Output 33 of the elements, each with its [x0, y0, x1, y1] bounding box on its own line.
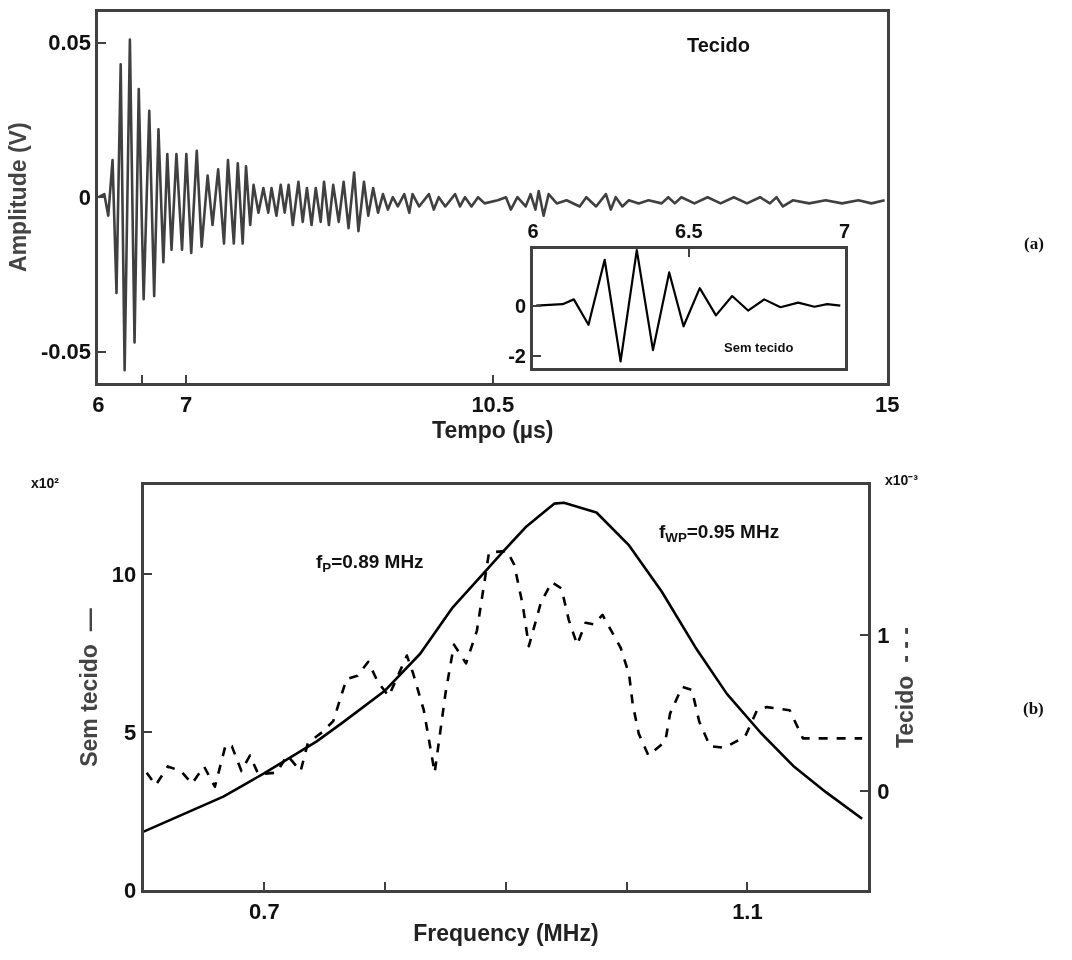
y-axis-title: Amplitude (V) [5, 122, 32, 272]
x-axis-title: Frequency (MHz) [413, 919, 599, 946]
y-tick-label: -0.05 [40, 339, 92, 365]
y2-tick-label: 1 [877, 622, 890, 648]
x-tick-label: 6 [92, 391, 105, 417]
text: (b) [1023, 699, 1044, 718]
x-tick-label: 1.1 [732, 899, 763, 925]
text: x10² [31, 475, 60, 491]
x-axis-title: Tempo (µs) [432, 416, 554, 443]
annotation: Tecido [687, 34, 750, 56]
x-tick-label: 0.7 [249, 899, 280, 925]
y-tick-label: 0.05 [48, 30, 92, 56]
y-axis-title: Sem tecido — [76, 608, 103, 767]
x-tick-label: 10.5 [471, 391, 515, 417]
y-tick-label: 0 [78, 184, 92, 210]
line-series [143, 501, 864, 833]
annotation: Sem tecido [724, 340, 794, 355]
x-tick-label: 6.5 [674, 219, 703, 242]
line-series [535, 249, 842, 363]
y-tick-label: 10 [111, 561, 137, 587]
y-tick-label: -2 [508, 345, 526, 368]
x-tick-label: 6 [527, 219, 539, 242]
x-tick-label: 7 [839, 219, 851, 242]
y2-tick-label: 0 [877, 779, 890, 805]
y-tick-label: 0 [124, 877, 137, 903]
annotation: f$_{P}$=0.89 MHz [316, 551, 424, 575]
x-tick-label: 15 [874, 391, 900, 417]
annotation: f$_{WP}$=0.95 MHz [659, 521, 780, 545]
text: x10⁻³ [885, 472, 919, 488]
x-tick-label: 7 [179, 391, 193, 417]
text: (a) [1024, 234, 1044, 253]
y2-axis-title: Tecido - - - [892, 627, 919, 749]
y-tick-label: 5 [124, 719, 137, 745]
